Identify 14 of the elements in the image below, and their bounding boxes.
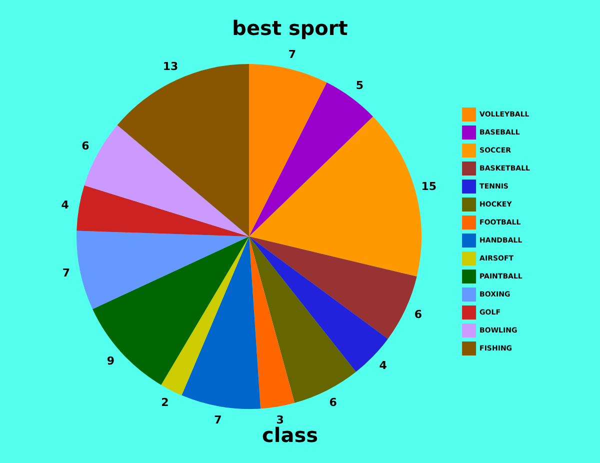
data-label: 7	[62, 266, 70, 280]
data-label: 4	[379, 359, 388, 372]
data-label: 15	[421, 180, 437, 194]
chart-title: best sport	[232, 16, 348, 40]
data-label: 9	[106, 354, 115, 368]
data-label: 7	[214, 413, 222, 426]
data-label: 6	[82, 140, 90, 153]
data-label: 7	[288, 48, 296, 61]
data-label: 6	[329, 396, 338, 409]
data-label: 2	[161, 396, 169, 409]
data-label: 4	[61, 198, 70, 212]
data-label: 6	[414, 308, 422, 321]
data-label: 13	[162, 60, 178, 74]
data-label: 5	[356, 79, 364, 92]
